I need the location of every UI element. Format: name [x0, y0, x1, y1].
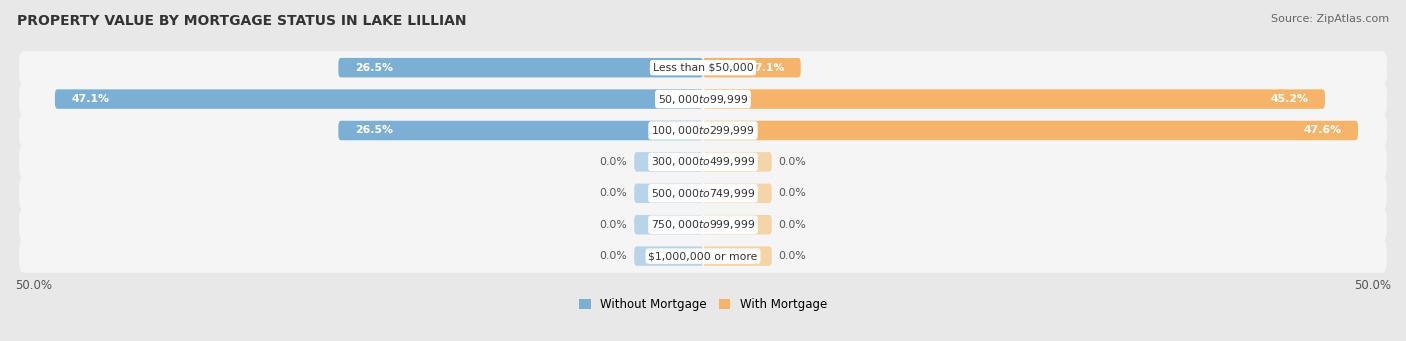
Text: 0.0%: 0.0%	[779, 251, 807, 261]
FancyBboxPatch shape	[20, 83, 1386, 116]
Text: PROPERTY VALUE BY MORTGAGE STATUS IN LAKE LILLIAN: PROPERTY VALUE BY MORTGAGE STATUS IN LAK…	[17, 14, 467, 28]
Text: 0.0%: 0.0%	[779, 157, 807, 167]
FancyBboxPatch shape	[20, 51, 1386, 84]
Text: 26.5%: 26.5%	[354, 63, 392, 73]
FancyBboxPatch shape	[703, 183, 772, 203]
Text: $750,000 to $999,999: $750,000 to $999,999	[651, 218, 755, 231]
FancyBboxPatch shape	[20, 114, 1386, 147]
FancyBboxPatch shape	[20, 145, 1386, 179]
Legend: Without Mortgage, With Mortgage: Without Mortgage, With Mortgage	[579, 298, 827, 311]
FancyBboxPatch shape	[703, 215, 772, 235]
Text: 0.0%: 0.0%	[599, 220, 627, 230]
Text: 0.0%: 0.0%	[779, 220, 807, 230]
Text: 0.0%: 0.0%	[779, 188, 807, 198]
FancyBboxPatch shape	[339, 58, 703, 77]
Text: $1,000,000 or more: $1,000,000 or more	[648, 251, 758, 261]
Text: 50.0%: 50.0%	[1354, 279, 1391, 292]
FancyBboxPatch shape	[339, 121, 703, 140]
Text: 47.6%: 47.6%	[1303, 125, 1341, 135]
FancyBboxPatch shape	[703, 121, 1358, 140]
Text: $300,000 to $499,999: $300,000 to $499,999	[651, 155, 755, 168]
Text: Less than $50,000: Less than $50,000	[652, 63, 754, 73]
Text: Source: ZipAtlas.com: Source: ZipAtlas.com	[1271, 14, 1389, 24]
Text: 0.0%: 0.0%	[599, 188, 627, 198]
FancyBboxPatch shape	[634, 215, 703, 235]
Text: $500,000 to $749,999: $500,000 to $749,999	[651, 187, 755, 200]
FancyBboxPatch shape	[703, 89, 1324, 109]
Text: 50.0%: 50.0%	[15, 279, 52, 292]
FancyBboxPatch shape	[634, 246, 703, 266]
FancyBboxPatch shape	[634, 152, 703, 172]
FancyBboxPatch shape	[703, 58, 800, 77]
Text: $50,000 to $99,999: $50,000 to $99,999	[658, 92, 748, 106]
FancyBboxPatch shape	[20, 177, 1386, 210]
Text: 26.5%: 26.5%	[354, 125, 392, 135]
FancyBboxPatch shape	[20, 239, 1386, 273]
Text: 45.2%: 45.2%	[1271, 94, 1309, 104]
Text: 0.0%: 0.0%	[599, 251, 627, 261]
Text: 47.1%: 47.1%	[72, 94, 110, 104]
FancyBboxPatch shape	[55, 89, 703, 109]
FancyBboxPatch shape	[703, 152, 772, 172]
FancyBboxPatch shape	[703, 246, 772, 266]
FancyBboxPatch shape	[20, 208, 1386, 241]
Text: 0.0%: 0.0%	[599, 157, 627, 167]
Text: $100,000 to $299,999: $100,000 to $299,999	[651, 124, 755, 137]
Text: 7.1%: 7.1%	[754, 63, 785, 73]
FancyBboxPatch shape	[634, 183, 703, 203]
